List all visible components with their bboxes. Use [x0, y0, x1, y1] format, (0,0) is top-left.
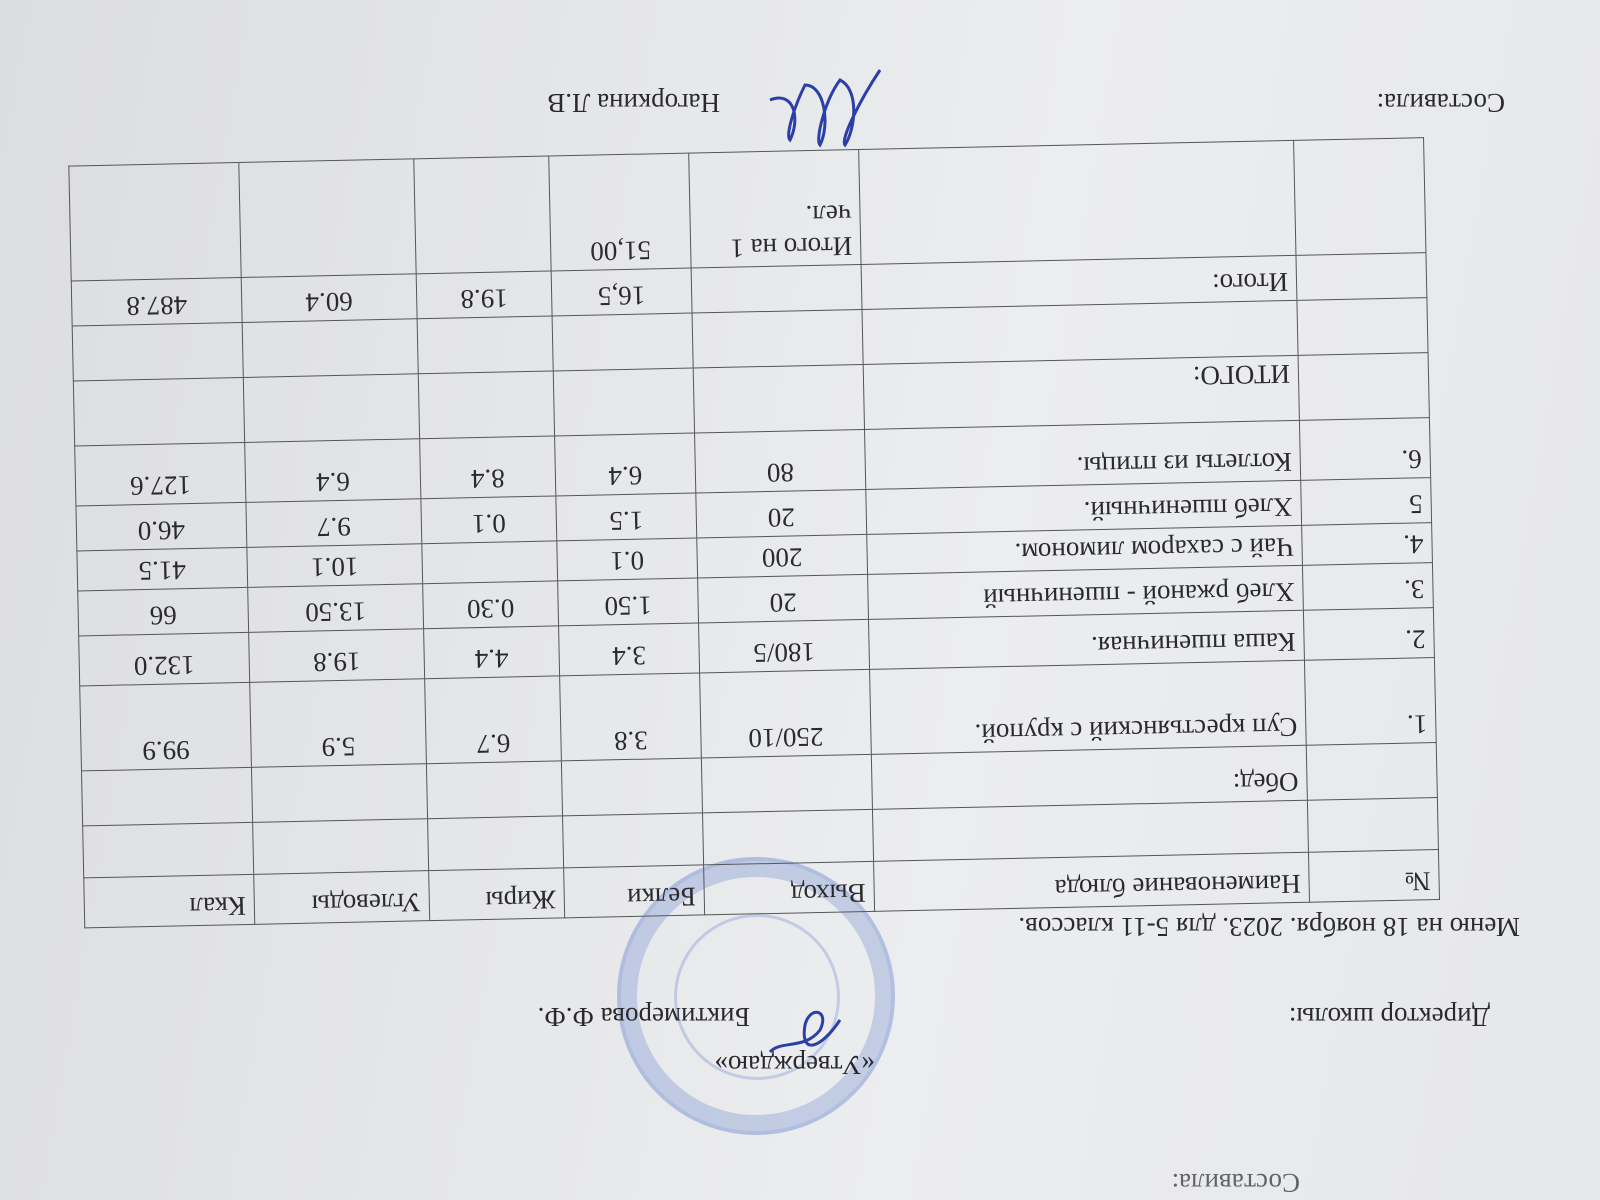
total-protein: 16,5	[551, 268, 693, 316]
dish-kcal: 46.0	[75, 502, 247, 551]
row-num: 6.	[1299, 417, 1431, 481]
row-num: 1.	[1304, 657, 1437, 746]
total-label: Итого:	[861, 255, 1297, 310]
dish-name: Котлеты из птицы.	[864, 420, 1301, 490]
dish-name: Суп крестьянский с крупой.	[869, 660, 1307, 755]
row-num: 5	[1300, 477, 1432, 526]
per-person-value: 51,00	[548, 153, 692, 271]
dish-fat: 4.4	[423, 625, 560, 679]
dish-carbs: 10.1	[246, 543, 423, 588]
row-num: 3.	[1302, 562, 1434, 611]
compiled-name: Нагоркина Л.В	[547, 88, 720, 118]
total-fat: 19.8	[416, 270, 553, 319]
per-person-label: Итого на 1 чел.	[688, 149, 862, 269]
dish-protein: 3.4	[558, 622, 700, 676]
dish-protein: 6.4	[554, 433, 696, 496]
row-num: 4.	[1301, 522, 1433, 566]
director-name: Биктимерова Ф.Ф.	[537, 1002, 750, 1032]
director-signature	[768, 1011, 842, 1054]
compiled-label: Составила:	[1376, 88, 1505, 118]
dish-fat	[421, 540, 558, 584]
dish-name: Хлеб пшеничный.	[865, 480, 1302, 535]
dish-protein: 3.8	[559, 672, 702, 761]
dish-carbs: 5.9	[249, 678, 427, 768]
dish-yield: 250/10	[699, 669, 872, 758]
compiler-signature	[769, 69, 882, 148]
dish-carbs: 13.50	[247, 583, 424, 633]
dish-kcal: 41.5	[76, 547, 248, 591]
previous-page-fragment: Составила:	[1171, 1168, 1300, 1198]
dish-fat: 0.30	[422, 580, 559, 629]
header-carbs: Углеводы	[253, 870, 430, 925]
dish-yield: 180/5	[698, 619, 870, 673]
header-num: №	[1308, 849, 1440, 903]
dish-yield: 200	[696, 534, 868, 578]
dish-fat: 0.1	[420, 495, 557, 544]
dish-carbs: 6.4	[244, 438, 421, 503]
dish-name: Хлеб ржаной - пшеничный	[867, 565, 1304, 620]
dish-protein: 1.5	[555, 492, 697, 541]
dish-kcal: 127.6	[74, 442, 246, 506]
dish-kcal: 99.9	[79, 682, 252, 771]
dish-fat: 6.7	[424, 675, 562, 764]
dish-carbs: 9.7	[245, 498, 422, 548]
dish-name: Каша пшеничная.	[868, 610, 1305, 670]
dish-kcal: 66	[77, 587, 249, 636]
header-fat: Жиры	[428, 867, 565, 921]
dish-yield: 20	[697, 574, 869, 623]
dish-kcal: 132.0	[78, 632, 250, 686]
menu-title: Меню на 18 ноября. 2023. для 5-11 классо…	[1018, 912, 1520, 942]
menu-table: № Наименование блюда Выход Белки Жиры Уг…	[68, 137, 1440, 928]
dish-yield: 80	[694, 429, 866, 493]
dish-carbs: 19.8	[248, 628, 425, 683]
dish-yield: 20	[695, 489, 867, 538]
section-label: Обед:	[871, 745, 1308, 810]
row-num: 2.	[1303, 607, 1435, 661]
header-yield: Выход	[703, 861, 875, 915]
header-protein: Белки	[563, 864, 705, 918]
director-label: Директор школы:	[1288, 1002, 1490, 1032]
subtotal-label: ИТОГО:	[863, 355, 1300, 430]
header-name: Наименование блюда	[873, 852, 1310, 912]
total-kcal: 487.8	[71, 277, 243, 327]
dish-protein: 0.1	[556, 537, 698, 581]
header-kcal: Ккал	[83, 874, 255, 928]
total-carbs: 60.4	[241, 273, 418, 323]
dish-fat: 8.4	[419, 435, 556, 499]
dish-protein: 1.50	[557, 577, 699, 626]
